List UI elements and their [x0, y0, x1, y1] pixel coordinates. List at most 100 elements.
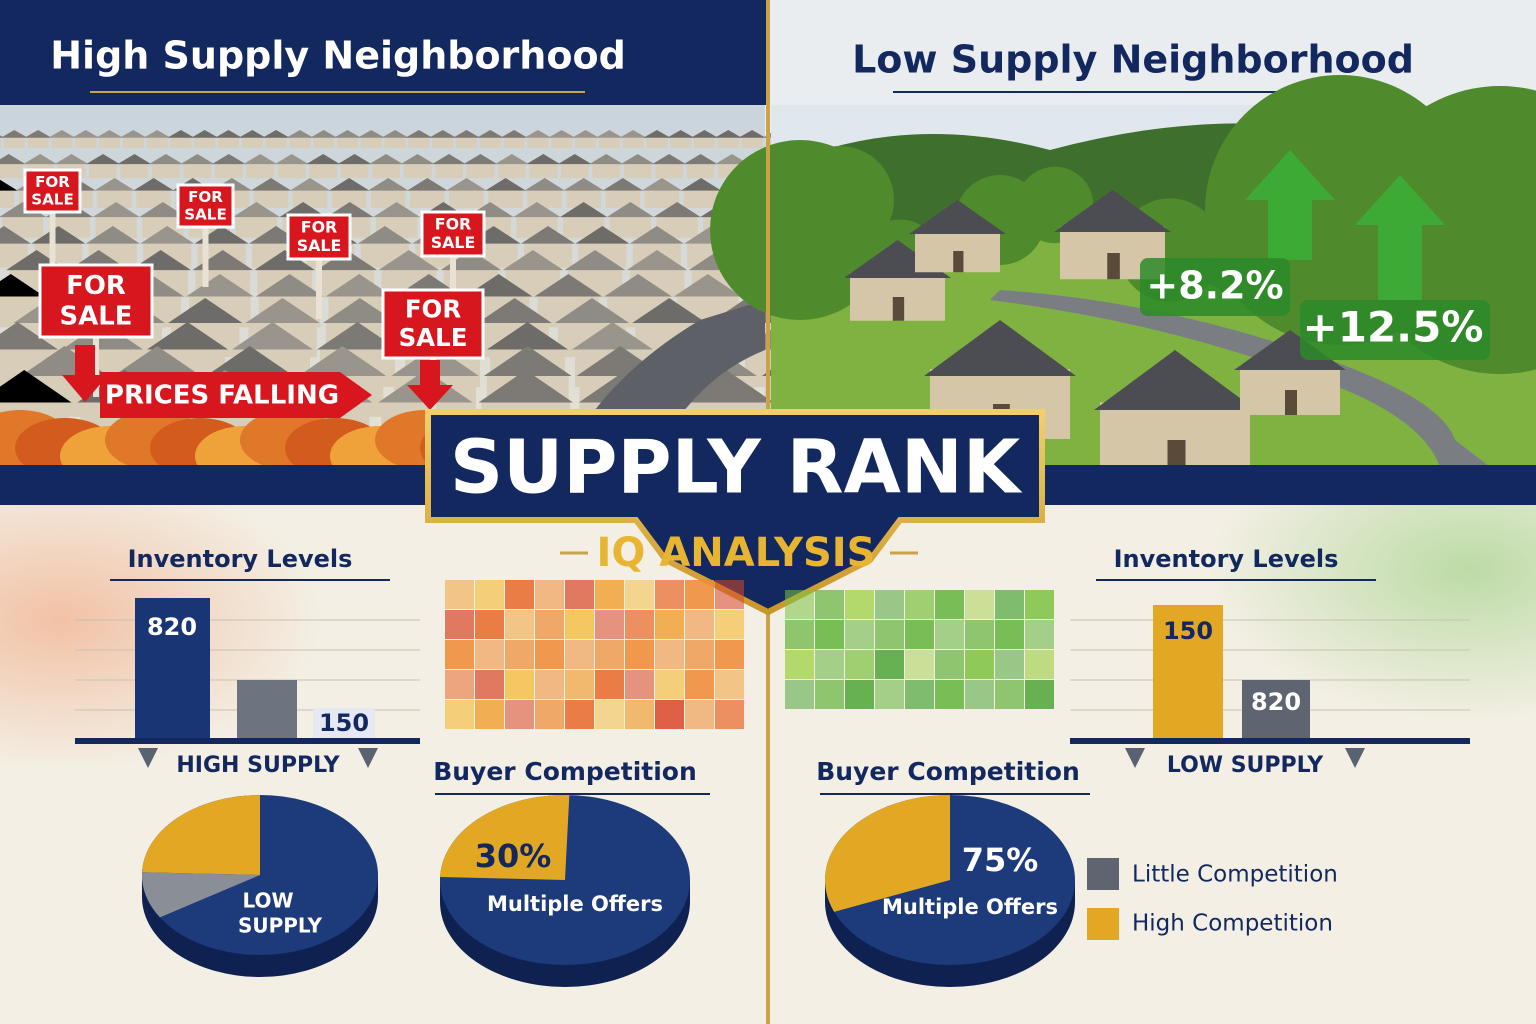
house-roof	[143, 130, 171, 138]
house-roof	[357, 226, 412, 244]
heatmap-cell	[595, 640, 624, 669]
pie-label: SUPPLY	[238, 914, 323, 938]
heatmap-cell	[785, 620, 814, 649]
house-roof	[524, 130, 552, 138]
for-sale-sign	[381, 288, 485, 360]
growth-label: +8.2%	[1146, 264, 1283, 308]
house-roof	[524, 178, 565, 191]
bar-label: 150	[319, 709, 369, 737]
house-roof	[679, 370, 774, 403]
house-wall	[214, 163, 243, 179]
center-title: SUPPLY RANK	[450, 425, 1023, 511]
house-roof	[113, 346, 201, 376]
house-roof	[72, 130, 100, 138]
house-wall	[265, 137, 287, 149]
caption: HIGH SUPPLY	[176, 753, 340, 778]
house-roof	[429, 130, 457, 138]
bar-label: 820	[1251, 688, 1301, 716]
sign-text: SALE	[184, 206, 227, 224]
house-roof	[232, 202, 280, 218]
heatmap-cell	[535, 580, 564, 609]
bar	[1153, 605, 1223, 740]
bar-label: 150	[1163, 617, 1213, 645]
house-roof	[606, 202, 654, 218]
house-roof	[909, 200, 1006, 234]
house-roof	[232, 322, 313, 350]
tree	[710, 140, 890, 320]
house-roof	[298, 346, 387, 376]
house-wall	[686, 163, 715, 179]
left-header	[0, 0, 768, 105]
heatmap-cell	[995, 650, 1024, 679]
house-roof	[168, 298, 243, 324]
heatmap-cell	[625, 670, 654, 699]
house-wall	[403, 163, 432, 179]
pie-slice	[142, 872, 260, 918]
house-roof	[186, 274, 254, 297]
house-roof	[325, 274, 393, 297]
house-roof	[432, 154, 466, 165]
house-roof	[357, 130, 385, 138]
house-wall	[435, 163, 463, 179]
heatmap-cell	[535, 670, 564, 699]
heatmap-cell	[625, 640, 654, 669]
house-door	[1107, 253, 1120, 280]
house-wall	[120, 163, 149, 179]
baseline	[1070, 738, 1470, 744]
house-wall	[218, 137, 239, 149]
house-roof	[378, 250, 440, 271]
heatmap-cell	[625, 610, 654, 639]
house-roof	[0, 370, 72, 403]
heatmap-cell	[935, 620, 964, 649]
right-title: Low Supply Neighborhood	[852, 38, 1414, 82]
heatmap-cell	[715, 610, 744, 639]
house-roof	[619, 130, 647, 138]
heatmap-cell	[595, 580, 624, 609]
house-wall	[292, 189, 328, 208]
house-roof	[262, 130, 290, 138]
up-arrow	[1245, 150, 1335, 260]
bar	[237, 680, 297, 740]
house-roof	[243, 154, 278, 165]
house-roof	[0, 135, 4, 138]
house-wall	[277, 163, 306, 179]
heatmap-cell	[685, 670, 714, 699]
heatmap-cell	[505, 700, 534, 729]
house-wall	[241, 137, 263, 149]
center-subtitle: IQ ANALYSIS	[597, 530, 876, 576]
house-roof	[238, 130, 266, 138]
low-supply-scene: +8.2% +12.5%	[710, 75, 1536, 478]
heatmap-cell	[685, 580, 714, 609]
house-wall	[622, 137, 644, 149]
road	[990, 290, 1490, 467]
house-wall	[598, 137, 620, 149]
house-roof	[23, 154, 57, 165]
house-roof	[602, 178, 644, 191]
house-wall	[560, 163, 589, 179]
pie-label: Multiple Offers	[487, 892, 663, 916]
sign-text: FOR	[188, 188, 223, 206]
house-roof	[0, 154, 26, 165]
house-roof	[400, 154, 435, 165]
heatmap-cell	[535, 640, 564, 669]
house-roof	[279, 202, 327, 218]
house-wall	[449, 189, 484, 208]
house-roof	[369, 154, 403, 165]
house-wall	[152, 163, 180, 179]
house-wall	[656, 215, 698, 238]
heatmap-cell	[565, 580, 594, 609]
house-wall	[331, 189, 367, 208]
heatmap-cell	[475, 610, 504, 639]
house-wall	[0, 163, 23, 179]
house-wall	[623, 163, 652, 179]
house-roof	[54, 154, 89, 165]
house-roof	[526, 154, 561, 165]
house-wall	[503, 137, 525, 149]
pie-slice	[142, 795, 260, 875]
heatmap-cell	[445, 670, 474, 699]
heatmap-cell	[715, 580, 744, 609]
house-roof	[715, 154, 749, 165]
heatmap-cell	[625, 580, 654, 609]
caption-mark	[358, 748, 378, 768]
